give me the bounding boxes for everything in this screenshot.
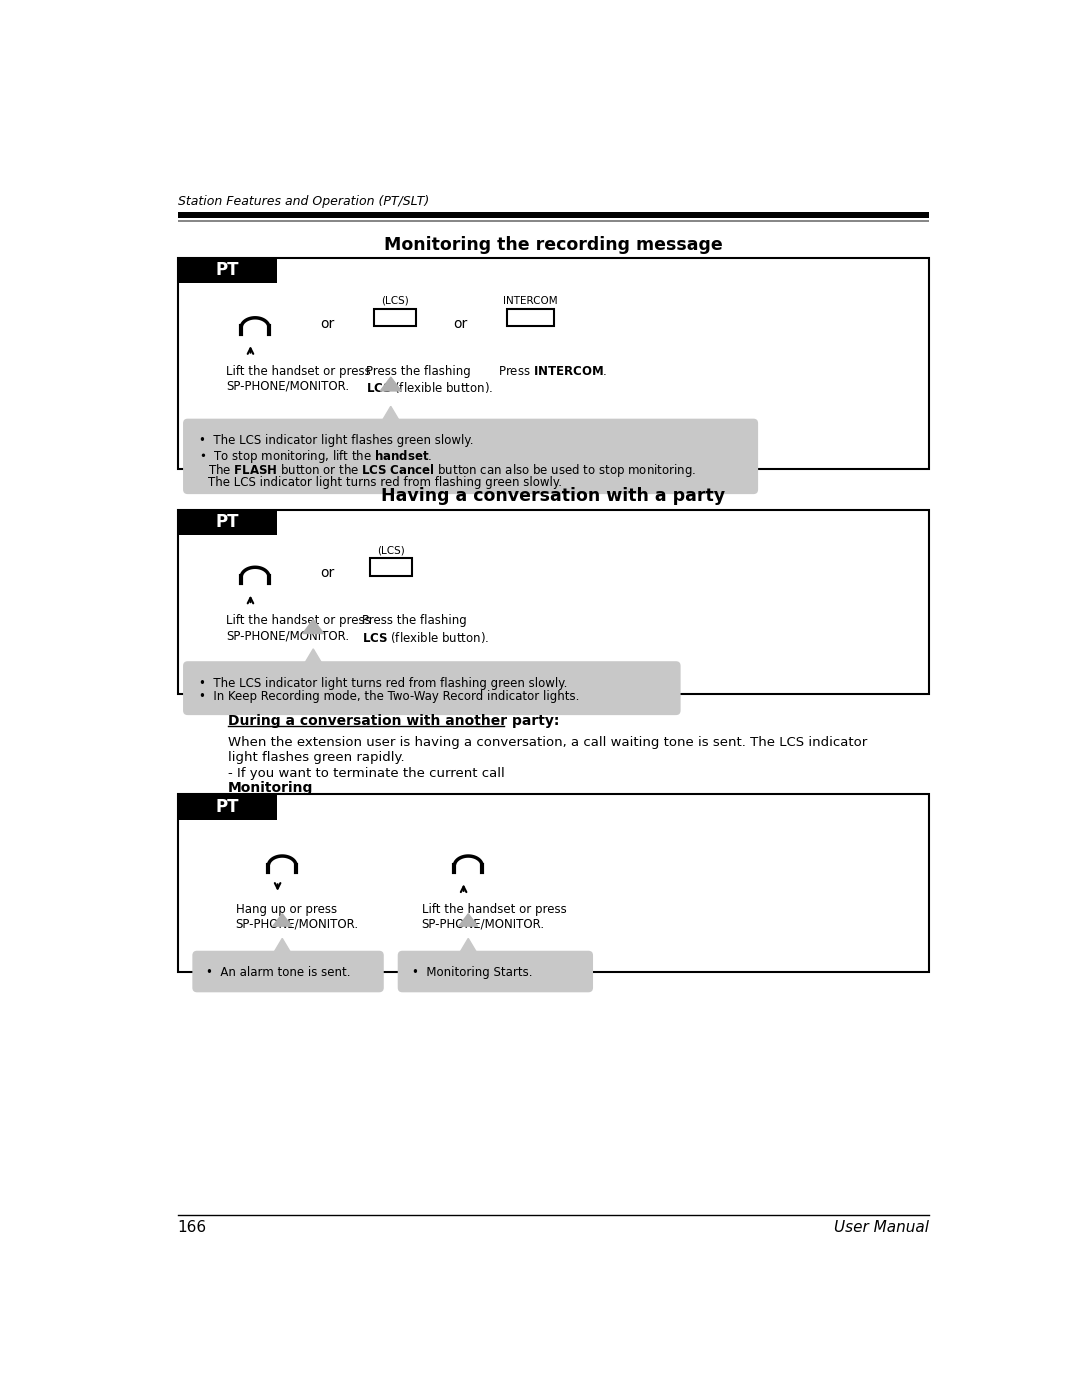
Polygon shape: [380, 377, 401, 391]
FancyBboxPatch shape: [374, 309, 416, 327]
Text: Lift the handset or press
SP-PHONE/MONITOR.: Lift the handset or press SP-PHONE/MONIT…: [227, 615, 372, 643]
Text: (LCS): (LCS): [381, 296, 408, 306]
Polygon shape: [303, 648, 323, 666]
FancyBboxPatch shape: [177, 795, 930, 971]
FancyBboxPatch shape: [369, 557, 411, 576]
Text: Press the flashing
$\mathbf{LCS}$ (flexible button).: Press the flashing $\mathbf{LCS}$ (flexi…: [362, 615, 489, 644]
Polygon shape: [459, 914, 477, 926]
FancyBboxPatch shape: [507, 309, 554, 327]
FancyBboxPatch shape: [177, 795, 276, 820]
FancyBboxPatch shape: [183, 419, 758, 495]
Text: •  Monitoring Starts.: • Monitoring Starts.: [411, 967, 532, 979]
Polygon shape: [302, 620, 324, 633]
Text: 166: 166: [177, 1221, 206, 1235]
Text: (LCS): (LCS): [377, 545, 405, 556]
Polygon shape: [272, 939, 293, 956]
Text: Monitoring: Monitoring: [228, 781, 313, 795]
FancyBboxPatch shape: [397, 951, 593, 992]
Text: PT: PT: [216, 513, 239, 531]
Text: Monitoring the recording message: Monitoring the recording message: [384, 236, 723, 254]
Text: During a conversation with another party:: During a conversation with another party…: [228, 714, 559, 728]
Text: or: or: [320, 566, 335, 580]
FancyBboxPatch shape: [177, 211, 930, 218]
FancyBboxPatch shape: [183, 661, 680, 715]
FancyBboxPatch shape: [177, 257, 930, 469]
Polygon shape: [273, 914, 292, 926]
FancyBboxPatch shape: [177, 510, 276, 535]
Text: Lift the handset or press
SP-PHONE/MONITOR.: Lift the handset or press SP-PHONE/MONIT…: [422, 902, 567, 930]
Text: •  An alarm tone is sent.: • An alarm tone is sent.: [206, 967, 351, 979]
Polygon shape: [458, 939, 478, 956]
Text: Station Features and Operation (PT/SLT): Station Features and Operation (PT/SLT): [177, 196, 429, 208]
Text: Hang up or press
SP-PHONE/MONITOR.: Hang up or press SP-PHONE/MONITOR.: [235, 902, 359, 930]
Text: •  The LCS indicator light flashes green slowly.: • The LCS indicator light flashes green …: [199, 434, 473, 447]
Text: When the extension user is having a conversation, a call waiting tone is sent. T: When the extension user is having a conv…: [228, 736, 867, 764]
Text: User Manual: User Manual: [835, 1221, 930, 1235]
Text: Having a conversation with a party: Having a conversation with a party: [381, 486, 726, 504]
Text: or: or: [320, 317, 335, 331]
FancyBboxPatch shape: [177, 510, 930, 694]
Text: Press the flashing
$\mathbf{LCS}$ (flexible button).: Press the flashing $\mathbf{LCS}$ (flexi…: [366, 365, 494, 395]
Text: The $\mathbf{FLASH}$ button or the $\mathbf{LCS\ Cancel}$ button can also be use: The $\mathbf{FLASH}$ button or the $\mat…: [207, 462, 696, 479]
Text: - If you want to terminate the current call: - If you want to terminate the current c…: [228, 767, 504, 781]
FancyBboxPatch shape: [192, 951, 383, 992]
Text: The LCS indicator light turns red from flashing green slowly.: The LCS indicator light turns red from f…: [207, 475, 562, 489]
FancyBboxPatch shape: [177, 257, 276, 284]
Text: or: or: [454, 317, 468, 331]
Text: PT: PT: [216, 798, 239, 816]
Text: PT: PT: [216, 261, 239, 279]
Text: •  The LCS indicator light turns red from flashing green slowly.: • The LCS indicator light turns red from…: [199, 676, 567, 690]
Text: INTERCOM: INTERCOM: [503, 296, 557, 306]
Text: Lift the handset or press
SP-PHONE/MONITOR.: Lift the handset or press SP-PHONE/MONIT…: [227, 365, 372, 393]
Polygon shape: [380, 407, 401, 423]
Text: •  To stop monitoring, lift the $\mathbf{handset}$.: • To stop monitoring, lift the $\mathbf{…: [199, 448, 432, 465]
Text: •  In Keep Recording mode, the Two-Way Record indicator lights.: • In Keep Recording mode, the Two-Way Re…: [199, 690, 579, 704]
FancyBboxPatch shape: [177, 219, 930, 222]
Text: Press $\mathbf{INTERCOM}$.: Press $\mathbf{INTERCOM}$.: [498, 365, 607, 377]
